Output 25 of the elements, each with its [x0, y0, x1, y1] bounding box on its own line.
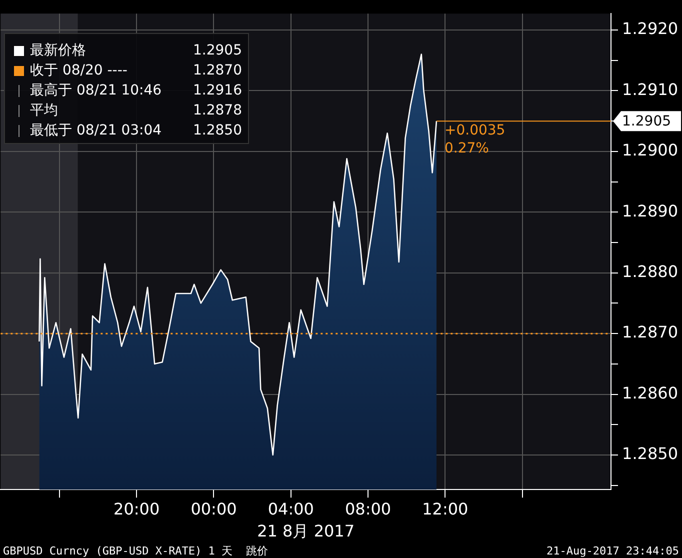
x-tick-label: 20:00 — [114, 499, 160, 518]
x-tick-label: 04:00 — [268, 499, 314, 518]
y-tick-label: 1.2850 — [622, 444, 678, 464]
text: 最高于 08/21 10:46 1.2916 — [30, 82, 242, 99]
text: 最低于 08/21 03:04 1.2850 — [30, 122, 242, 139]
y-tick-label: 1.2920 — [622, 19, 678, 38]
y-tick-label: 1.2860 — [622, 383, 678, 402]
y-tick-label: 1.2890 — [622, 201, 678, 220]
x-tick-label: 12:00 — [422, 499, 468, 518]
annotation: +0.0035 — [444, 122, 506, 139]
y-tick-label: 1.2880 — [622, 262, 678, 282]
text: 平均 1.2878 — [30, 102, 242, 119]
y-tick-label: 1.2870 — [622, 322, 678, 342]
x-tick-label: 08:00 — [344, 499, 392, 518]
text: 21-Aug-2017 23:44:05 — [546, 544, 679, 558]
data-label: 1.2905 — [622, 114, 672, 130]
text: 收于 08/20 ---- 1.2870 — [30, 62, 242, 79]
y-tick-label: 1.2910 — [622, 80, 678, 99]
annotation: 0.27% — [444, 140, 489, 157]
legend-label: 最新价格 — [30, 42, 86, 59]
text: GBPUSD Curncy (GBP-USD X-RATE) 1 天 跳价 — [3, 544, 268, 558]
x-axis-title: 21 8月 2017 — [257, 522, 355, 541]
y-tick-label: 1.2900 — [622, 140, 678, 160]
x-tick-label: 00:00 — [190, 499, 237, 518]
text: 1.2905 — [193, 42, 242, 59]
